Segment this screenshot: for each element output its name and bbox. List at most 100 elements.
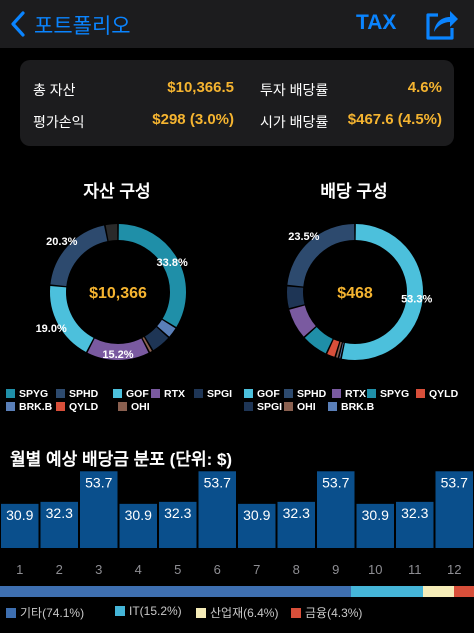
bar-value-label: 32.3 (164, 505, 191, 521)
bar-value-label: 53.7 (441, 474, 468, 490)
dividend-slice-qyld[interactable] (327, 339, 340, 357)
dividend-legend-item-brk-b: BRK.B (328, 401, 374, 413)
legend-swatch (332, 389, 341, 398)
bar-value-label: 30.9 (125, 507, 152, 523)
chevron-left-icon[interactable] (8, 10, 30, 38)
legend-swatch (151, 389, 160, 398)
legend-label: OHI (131, 401, 150, 413)
legend-label: BRK.B (341, 401, 375, 413)
dividend-slice-gof[interactable] (341, 224, 423, 360)
legend-label: SPYG (380, 388, 410, 400)
asset-slice-gof[interactable] (50, 286, 94, 352)
asset-slice-qyld[interactable] (105, 224, 118, 241)
asset-chart-legend: SPYG SPHD GOF RTX SPGI BRK.B QYLD OHI (6, 388, 236, 418)
legend-label: GOF (126, 388, 149, 400)
month-tick-label: 12 (447, 562, 461, 577)
asset-legend-item-gof: GOF (113, 388, 149, 400)
legend-swatch (416, 389, 425, 398)
dividend-slice-spgi[interactable] (287, 286, 305, 309)
bar-month-6[interactable] (198, 471, 237, 548)
month-tick-label: 7 (253, 562, 260, 577)
dividend-slice-label-gof: 53.3% (401, 293, 432, 305)
market-yield-value: $467.6 (4.5%) (347, 111, 442, 128)
total-assets-value: $10,366.5 (167, 79, 234, 96)
asset-slice-label-gof: 19.0% (36, 323, 67, 335)
sector-distribution-bar (0, 586, 474, 597)
sector-legend-item: IT(15.2%) (115, 604, 182, 618)
bar-month-2[interactable] (40, 501, 79, 548)
asset-slice-sphd[interactable] (50, 225, 108, 287)
legend-label: SPGI (207, 388, 233, 400)
sector-legend-item: 기타(74.1%) (6, 604, 84, 621)
legend-swatch (118, 402, 127, 411)
month-tick-label: 10 (368, 562, 382, 577)
legend-swatch (284, 402, 293, 411)
bar-month-4[interactable] (119, 503, 158, 548)
invest-yield-value: 4.6% (407, 79, 442, 96)
bar-value-label: 53.7 (322, 474, 349, 490)
bar-month-1[interactable] (1, 503, 39, 548)
legend-label: BRK.B (19, 401, 53, 413)
dividend-legend-item-spyg: SPYG (367, 388, 409, 400)
sector-swatch (6, 608, 16, 618)
asset-center-value: $10,366 (89, 285, 147, 302)
asset-legend-item-sphd: SPHD (56, 388, 98, 400)
asset-slice-label-sphd: 20.3% (46, 236, 77, 248)
sector-legend-item: 산업재(6.4%) (196, 604, 278, 621)
share-icon[interactable] (424, 6, 460, 42)
monthly-dividend-bar-chart[interactable]: 30.9 1 32.3 2 53.7 3 30.9 4 32.3 5 53.7 6 30.9 7 32.3 8… (0, 466, 474, 582)
bar-month-10[interactable] (356, 503, 395, 548)
sector-swatch (291, 608, 301, 618)
dividend-chart-legend: GOF SPHD RTX SPYG QYLD SPGI OHI BRK.B (244, 388, 474, 418)
legend-label: GOF (257, 388, 280, 400)
back-button[interactable]: 포트폴리오 (34, 15, 131, 38)
dividend-slice-sphd[interactable] (287, 224, 355, 287)
asset-slice-rtx[interactable] (87, 338, 149, 360)
bar-value-label: 32.3 (46, 505, 73, 521)
sector-segment (0, 586, 352, 597)
asset-donut-chart[interactable]: 33.8% 15.2% 19.0% 20.3% $10,366 (0, 210, 237, 380)
month-tick-label: 11 (408, 562, 422, 577)
invest-yield-label: 투자 배당률 (260, 82, 329, 98)
bar-month-8[interactable] (277, 501, 316, 548)
sector-legend-item: 금융(4.3%) (291, 604, 362, 621)
bar-month-12[interactable] (435, 471, 474, 548)
month-tick-label: 6 (214, 562, 221, 577)
pnl-label: 평가손익 (33, 114, 85, 130)
legend-swatch (6, 389, 15, 398)
asset-legend-item-ohi: OHI (118, 401, 150, 413)
asset-slice-ohi[interactable] (142, 337, 152, 352)
dividend-chart-title: 배당 구성 (320, 182, 388, 201)
asset-slice-brk-b[interactable] (157, 319, 176, 337)
legend-label: SPHD (69, 388, 99, 400)
bar-month-11[interactable] (396, 501, 434, 548)
dividend-slice-rtx[interactable] (289, 305, 316, 337)
sector-swatch (196, 608, 206, 618)
month-tick-label: 3 (95, 562, 102, 577)
sector-legend-label: 금융(4.3%) (305, 606, 363, 620)
asset-slice-spyg[interactable] (118, 224, 186, 327)
bar-month-5[interactable] (159, 501, 197, 548)
tax-button[interactable]: TAX (356, 11, 397, 34)
dividend-legend-item-rtx: RTX (332, 388, 366, 400)
pnl-value: $298 (3.0%) (152, 111, 234, 128)
dividend-donut-chart[interactable]: 53.3% 23.5% $468 (237, 210, 474, 380)
bar-month-7[interactable] (238, 503, 276, 548)
month-tick-label: 1 (16, 562, 23, 577)
legend-swatch (244, 389, 253, 398)
bar-value-label: 30.9 (6, 507, 33, 523)
asset-legend-item-spgi: SPGI (194, 388, 232, 400)
bar-month-3[interactable] (80, 471, 118, 548)
asset-slice-spgi[interactable] (144, 326, 169, 351)
sector-legend-label: 산업재(6.4%) (210, 606, 279, 620)
asset-legend-item-spyg: SPYG (6, 388, 48, 400)
bar-month-9[interactable] (317, 471, 355, 548)
asset-chart-title: 자산 구성 (83, 182, 151, 201)
legend-label: SPHD (297, 388, 327, 400)
legend-label: QYLD (429, 388, 459, 400)
bar-value-label: 53.7 (204, 474, 231, 490)
dividend-slice-spyg[interactable] (304, 326, 333, 354)
dividend-center-value: $468 (337, 285, 373, 302)
legend-swatch (284, 389, 293, 398)
dividend-legend-item-spgi: SPGI (244, 401, 282, 413)
